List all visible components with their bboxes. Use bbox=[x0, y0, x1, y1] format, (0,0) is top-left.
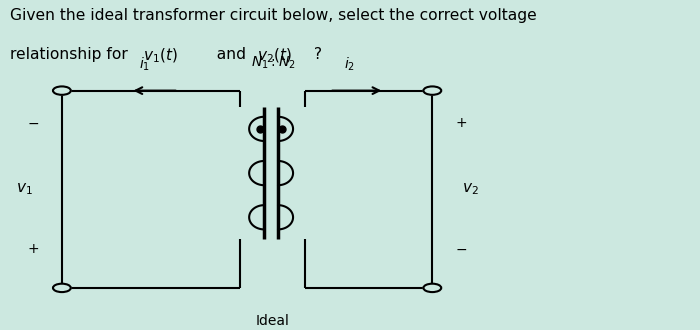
Circle shape bbox=[424, 284, 441, 292]
Text: $-$: $-$ bbox=[455, 242, 467, 256]
Text: $v_2(t)$: $v_2(t)$ bbox=[258, 47, 292, 65]
Text: $+$: $+$ bbox=[27, 242, 39, 256]
Text: $i_2$: $i_2$ bbox=[344, 55, 356, 73]
Text: $+$: $+$ bbox=[455, 116, 467, 130]
Text: ?: ? bbox=[309, 47, 322, 62]
Text: $-$: $-$ bbox=[27, 116, 39, 130]
Text: $N_1 : N_2$: $N_1 : N_2$ bbox=[251, 55, 295, 71]
Circle shape bbox=[53, 284, 71, 292]
Text: $v_1(t)$: $v_1(t)$ bbox=[143, 47, 178, 65]
Circle shape bbox=[53, 86, 71, 95]
Text: $v_1$: $v_1$ bbox=[16, 182, 32, 197]
Text: relationship for: relationship for bbox=[10, 47, 133, 62]
Text: Given the ideal transformer circuit below, select the correct voltage: Given the ideal transformer circuit belo… bbox=[10, 8, 537, 23]
Text: $v_2$: $v_2$ bbox=[462, 182, 478, 197]
Text: and: and bbox=[207, 47, 256, 62]
Text: Ideal: Ideal bbox=[256, 314, 290, 328]
Text: $i_1$: $i_1$ bbox=[139, 55, 150, 73]
Circle shape bbox=[424, 86, 441, 95]
